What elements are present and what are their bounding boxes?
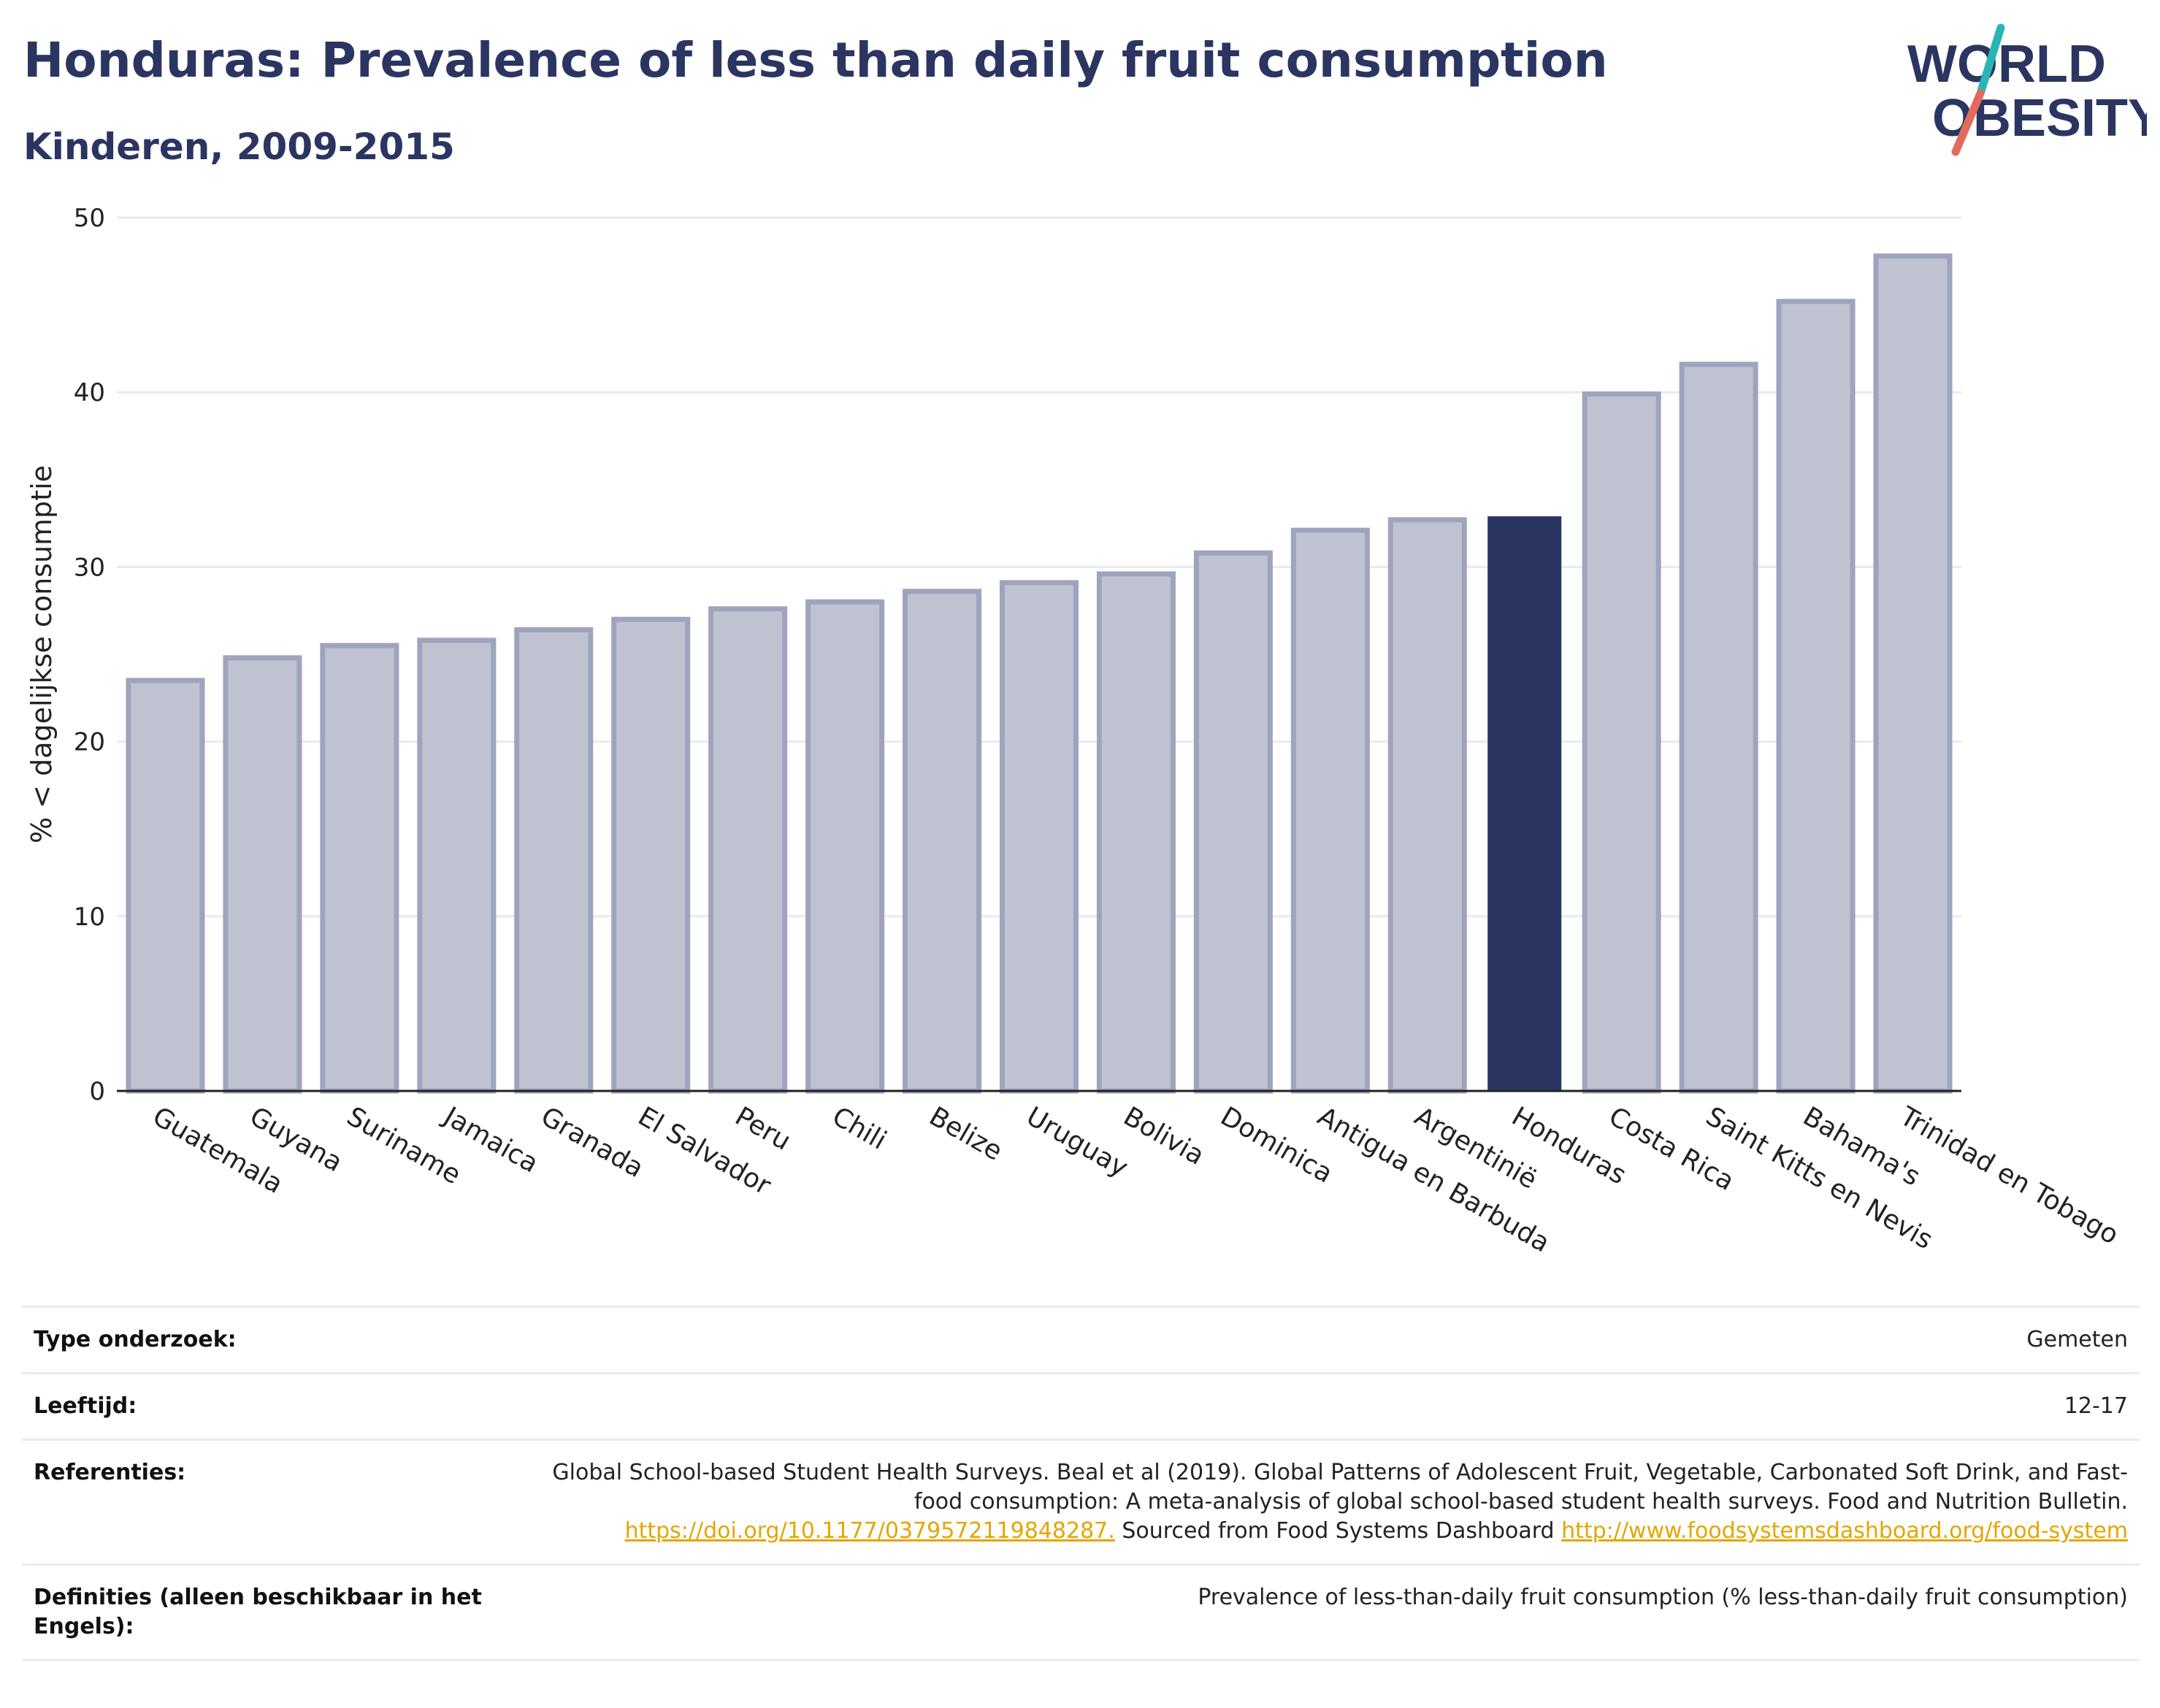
bar-costa-rica — [1582, 391, 1661, 1094]
study-type-value: Gemeten — [498, 1306, 2140, 1374]
bar-dominica — [1193, 550, 1273, 1094]
bar-chili — [805, 599, 885, 1094]
food-systems-link[interactable]: http://www.foodsystemsdashboard.org/food… — [1561, 1518, 2128, 1544]
x-tick-label: Bolivia — [1118, 1101, 1209, 1171]
study-type-label: Type onderzoek: — [22, 1306, 498, 1374]
y-tick-label: 20 — [74, 728, 105, 757]
chart-title: Honduras: Prevalence of less than daily … — [23, 32, 1608, 88]
references-text: Global School-based Student Health Surve… — [552, 1460, 2128, 1514]
bar-trinidad-en-tobago — [1873, 253, 1953, 1094]
bar-saint-kitts-en-nevis — [1679, 361, 1758, 1094]
x-tick-label: Chili — [827, 1101, 892, 1155]
age-label: Leeftijd: — [22, 1372, 498, 1440]
y-tick-label: 0 — [89, 1077, 105, 1106]
logo-slash-bottom — [1951, 89, 1985, 156]
bar-bolivia — [1096, 571, 1176, 1094]
bar-peru — [708, 606, 788, 1094]
y-tick-label: 50 — [74, 204, 105, 233]
logo-text-world: WORLD — [1907, 35, 2106, 93]
references-label: Referenties: — [22, 1439, 498, 1565]
info-row-age: Leeftijd: 12-17 — [22, 1372, 2140, 1440]
x-tick-label: Peru — [730, 1101, 796, 1157]
bar-bahama-s — [1776, 299, 1855, 1094]
bar-guatemala — [126, 678, 205, 1094]
y-axis-title: % < dagelijkse consumptie — [26, 465, 58, 843]
bar-belize — [903, 589, 982, 1094]
bar-antigua-en-barbuda — [1290, 527, 1370, 1094]
info-row-study-type: Type onderzoek: Gemeten — [22, 1306, 2140, 1374]
world-obesity-logo: WORLD OBESITY — [1907, 23, 2147, 156]
bar-el-salvador — [611, 616, 691, 1094]
definitions-label: Definities (alleen beschikbaar in het En… — [22, 1563, 498, 1661]
logo-slash-top — [1976, 23, 2005, 98]
info-table: Type onderzoek: Gemeten Leeftijd: 12-17 … — [22, 1306, 2140, 1661]
y-tick-label: 30 — [74, 553, 105, 582]
bar-suriname — [320, 643, 399, 1094]
info-row-references: Referenties: Global School-based Student… — [22, 1439, 2140, 1565]
age-value: 12-17 — [498, 1372, 2140, 1440]
x-tick-label: Uruguay — [1022, 1101, 1133, 1183]
y-tick-label: 10 — [74, 903, 105, 932]
chart-subtitle: Kinderen, 2009-2015 — [23, 126, 455, 168]
bar-guyana — [223, 655, 302, 1094]
bar-argentini- — [1387, 517, 1467, 1094]
bar-honduras — [1487, 516, 1562, 1091]
references-value: Global School-based Student Health Surve… — [498, 1439, 2140, 1565]
bar-granada — [514, 627, 594, 1094]
info-row-definitions: Definities (alleen beschikbaar in het En… — [22, 1563, 2140, 1661]
definitions-value: Prevalence of less-than-daily fruit cons… — [498, 1563, 2140, 1661]
bar-uruguay — [999, 580, 1079, 1094]
doi-link[interactable]: https://doi.org/10.1177/0379572119848287… — [624, 1518, 1115, 1544]
x-tick-label: Granada — [536, 1101, 648, 1184]
references-source-text: Sourced from Food Systems Dashboard — [1122, 1518, 1555, 1544]
y-tick-label: 40 — [74, 378, 105, 407]
bar-jamaica — [417, 637, 497, 1094]
bars — [126, 253, 1953, 1094]
x-tick-label: Belize — [924, 1101, 1008, 1166]
